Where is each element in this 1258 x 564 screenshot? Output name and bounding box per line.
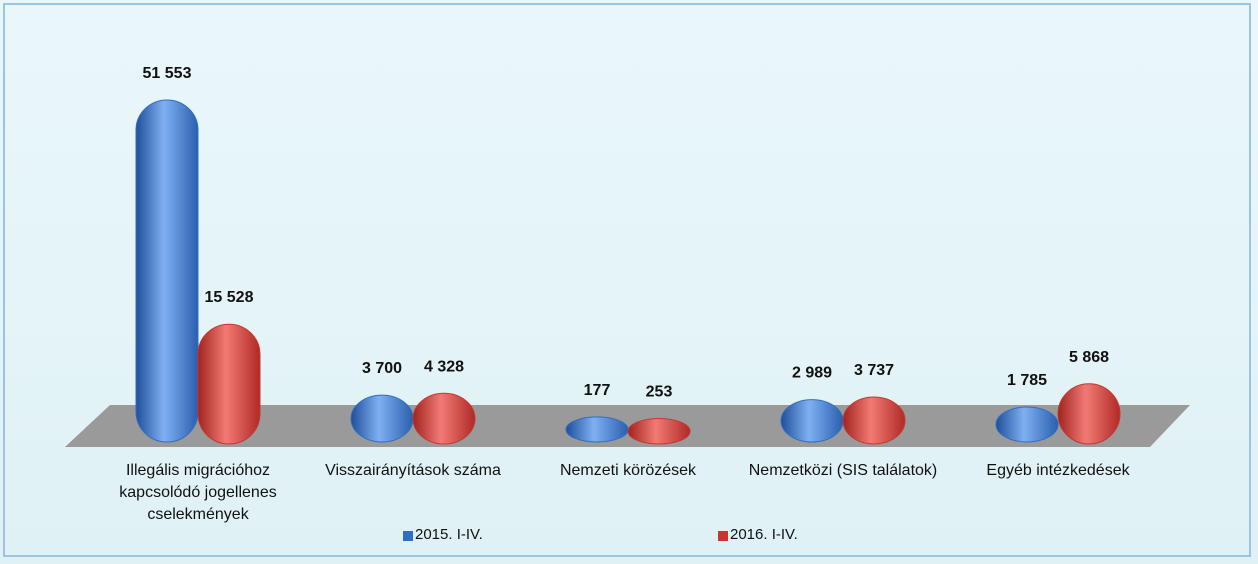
legend-swatch [718, 531, 728, 541]
data-label: 3 737 [854, 362, 894, 379]
data-label: 15 528 [205, 289, 254, 306]
legend-label: 2016. I-IV. [730, 526, 798, 543]
data-label: 2 989 [792, 365, 832, 382]
bar [1057, 383, 1121, 445]
data-label: 4 328 [424, 358, 464, 375]
x-tick-label: Nemzeti körözések [559, 462, 697, 479]
legend-swatch [403, 531, 413, 541]
bar [412, 392, 476, 445]
bar [995, 406, 1059, 443]
bar [197, 323, 261, 445]
data-label: 5 868 [1069, 349, 1109, 366]
bar [842, 396, 906, 445]
x-tick-label: Illegális migrációhoz kapcsolódó jogelle… [119, 462, 277, 523]
frame [3, 3, 1251, 557]
data-label: 253 [646, 383, 673, 400]
bar [135, 99, 199, 443]
bar [350, 394, 414, 443]
legend-label: 2015. I-IV. [415, 526, 483, 543]
x-tick-label: Egyéb intézkedések [986, 462, 1130, 479]
data-label: 177 [584, 382, 611, 399]
x-tick-label: Nemzetközi (SIS találatok) [748, 462, 938, 479]
bar [627, 417, 691, 445]
x-tick-label: Visszairányítások száma [325, 462, 501, 479]
floor [65, 405, 1190, 447]
bar [780, 399, 844, 443]
data-label: 1 785 [1007, 372, 1047, 389]
data-label: 51 553 [143, 65, 192, 82]
bar [565, 416, 629, 443]
data-label: 3 700 [362, 360, 402, 377]
